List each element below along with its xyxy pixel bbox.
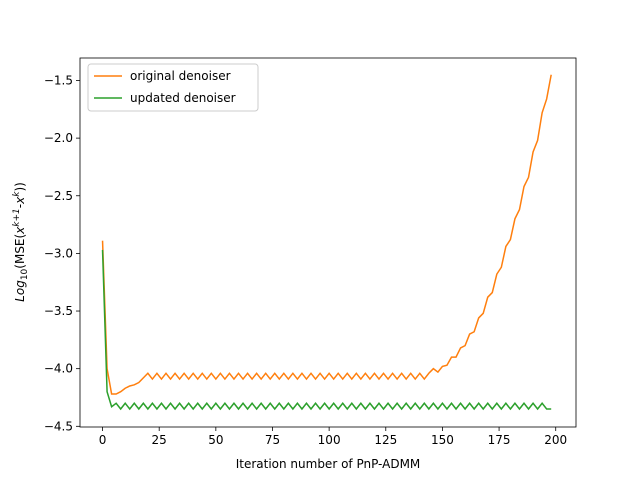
y-label-part: x <box>13 196 27 205</box>
y-tick-label: −3.5 <box>44 304 73 318</box>
x-axis-label: Iteration number of PnP-ADMM <box>236 457 421 471</box>
x-tick-label: 200 <box>544 433 567 447</box>
y-tick-label: −3.0 <box>44 246 73 260</box>
y-label-part: )) <box>13 182 27 191</box>
y-tick-label: −4.5 <box>44 419 73 433</box>
x-tick-label: 75 <box>265 433 280 447</box>
x-tick-label: 125 <box>374 433 397 447</box>
y-tick-label: −2.0 <box>44 131 73 145</box>
x-tick-label: 150 <box>431 433 454 447</box>
y-tick-label: −2.5 <box>44 189 73 203</box>
y-label-part: (MSE( <box>13 234 27 269</box>
series-line <box>101 74 552 395</box>
series-line <box>101 249 552 411</box>
y-label-part: - <box>13 204 27 208</box>
y-tick-label: −4.0 <box>44 362 73 376</box>
y-label-part: k <box>12 191 22 197</box>
legend-label: updated denoiser <box>130 91 236 105</box>
plot-frame <box>79 57 577 428</box>
y-label-part: x <box>13 226 27 235</box>
x-tick-label: 100 <box>318 433 341 447</box>
y-label-part: Log <box>13 280 27 302</box>
x-tick-label: 175 <box>488 433 511 447</box>
y-label-part: 10 <box>20 268 30 280</box>
legend-box <box>87 63 259 112</box>
x-tick-label: 25 <box>152 433 167 447</box>
x-tick-label: 50 <box>208 433 223 447</box>
y-axis-label: Log10(MSE(xk+1-xk)) <box>12 182 30 302</box>
x-tick-label: 0 <box>99 433 107 447</box>
y-tick-label: −1.5 <box>44 73 73 87</box>
y-label-part: k+1 <box>12 208 22 226</box>
legend-label: original denoiser <box>130 69 231 83</box>
